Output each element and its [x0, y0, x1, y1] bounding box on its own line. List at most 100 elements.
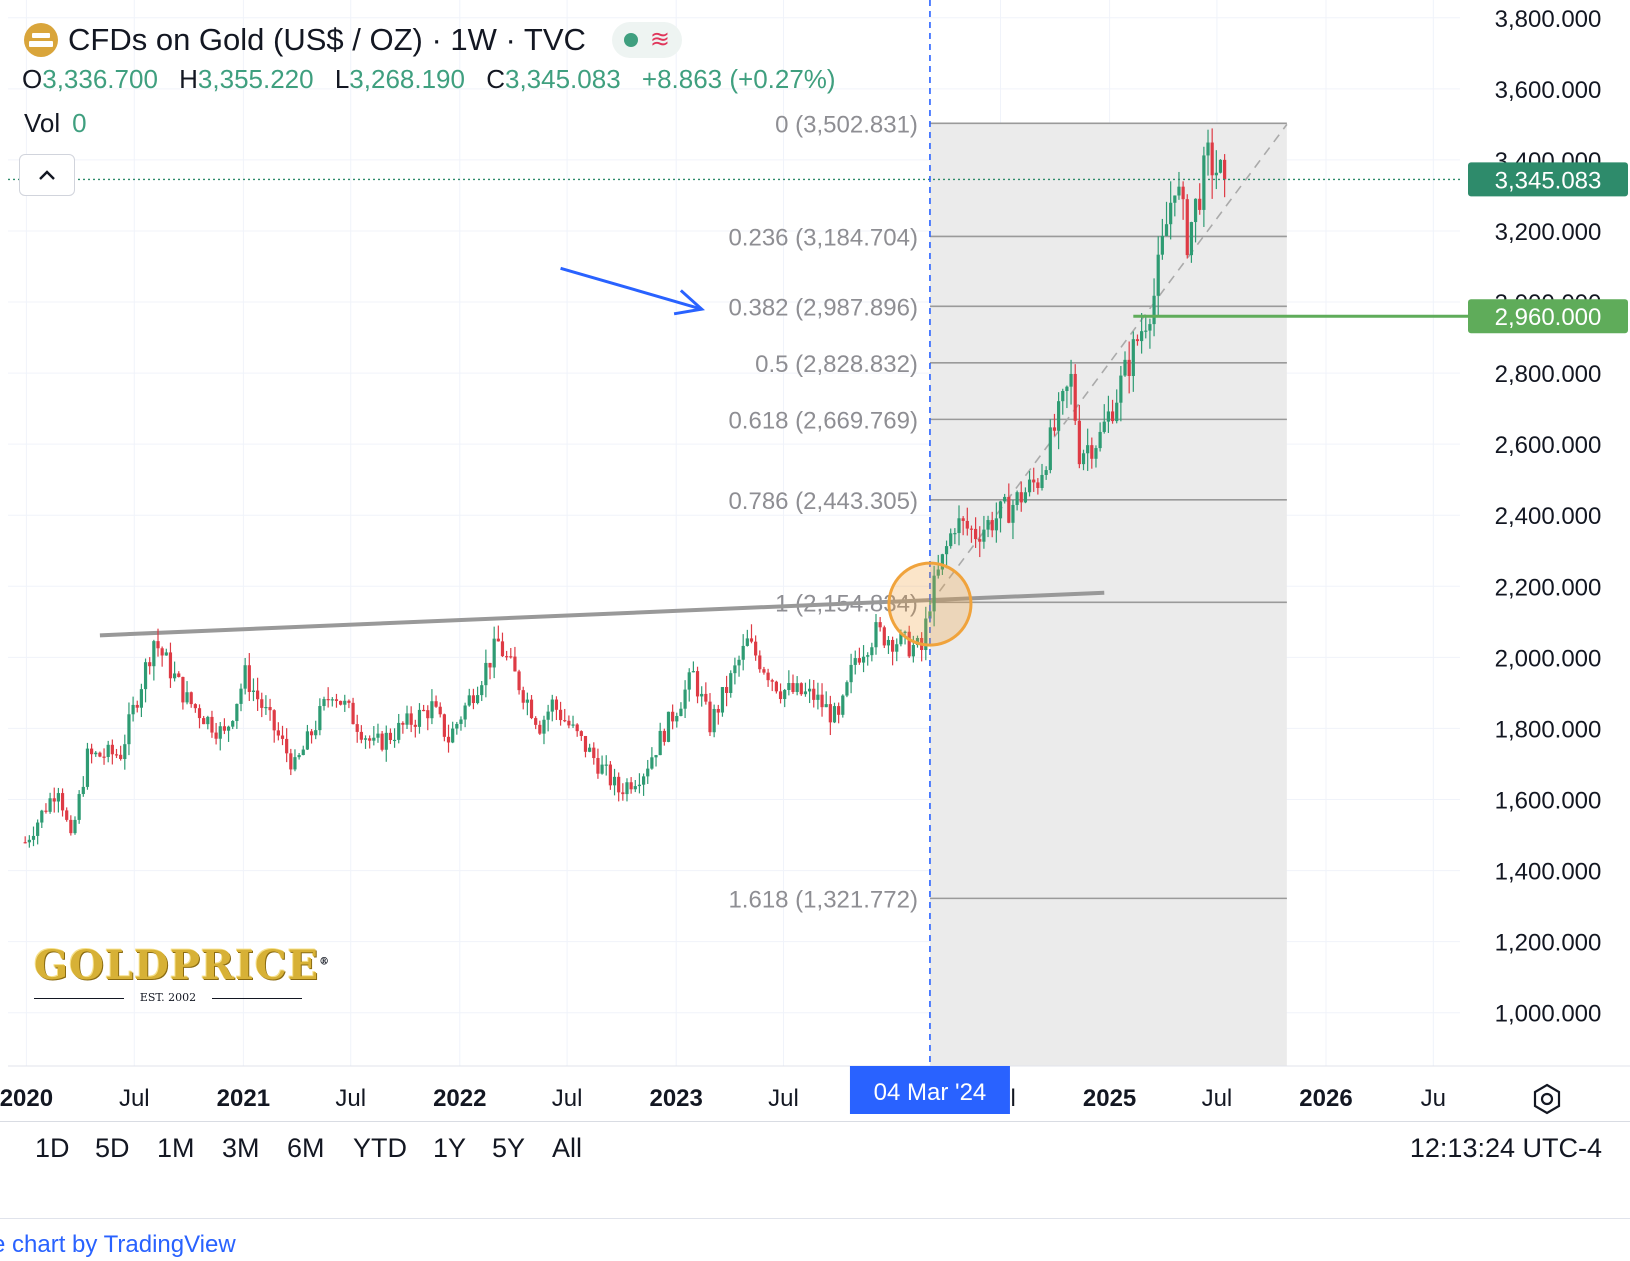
- candle-body: [197, 708, 202, 719]
- time-axis-label: Jul: [552, 1085, 583, 1112]
- candle-body: [679, 708, 683, 716]
- candle-body: [617, 776, 621, 793]
- candle-body: [1152, 295, 1156, 325]
- annotation-arrow-head: [673, 289, 705, 316]
- candle-body: [81, 786, 85, 795]
- candle-body: [438, 706, 442, 715]
- market-status-pill[interactable]: ≋: [611, 22, 682, 58]
- candle-body: [193, 704, 197, 709]
- open-value: 3,336.700: [42, 64, 158, 94]
- candle-body: [1169, 202, 1173, 225]
- range-button-6m[interactable]: 6M: [287, 1133, 325, 1163]
- candle-body: [1185, 199, 1189, 256]
- candle-body: [762, 669, 766, 673]
- time-axis-label: 2020: [0, 1085, 53, 1112]
- candle-body: [940, 554, 945, 570]
- candle-body: [1148, 324, 1152, 331]
- candle-body: [164, 652, 168, 656]
- candle-body: [475, 695, 480, 704]
- candle-body: [1023, 492, 1028, 503]
- candle-body: [459, 719, 463, 724]
- candle-body: [567, 720, 571, 726]
- candle-body: [143, 662, 148, 690]
- candle-body: [774, 681, 778, 692]
- candle-body: [832, 706, 837, 723]
- candle-body: [899, 632, 903, 645]
- candle-body: [878, 622, 882, 628]
- candle-body: [974, 528, 978, 540]
- range-button-1d[interactable]: 1D: [35, 1133, 70, 1163]
- candle-body: [704, 693, 708, 702]
- ohlc-legend: O3,336.700 H3,355.220 L3,268.190 C3,345.…: [22, 64, 850, 95]
- candle-body: [289, 753, 293, 770]
- candle-body: [368, 738, 372, 741]
- candle-body: [1106, 411, 1111, 422]
- candle-body: [392, 739, 397, 742]
- candle-body: [285, 738, 289, 754]
- time-axis-label: Jul: [1202, 1085, 1233, 1112]
- watermark-est: EST. 2002: [34, 991, 302, 1004]
- candle-body: [994, 518, 998, 531]
- price-axis-label: 2,400.000: [1495, 503, 1602, 530]
- range-button-5d[interactable]: 5D: [95, 1133, 130, 1163]
- candle-body: [347, 700, 351, 703]
- candle-body: [1131, 339, 1135, 377]
- candle-body: [73, 819, 77, 834]
- candle-body: [1206, 142, 1210, 156]
- candle-body: [309, 731, 314, 736]
- candle-body: [895, 644, 899, 652]
- credit-link[interactable]: e chart by TradingView: [0, 1231, 236, 1258]
- range-button-1m[interactable]: 1M: [157, 1133, 195, 1163]
- candle-body: [152, 641, 156, 667]
- market-status-dot-icon: [623, 33, 638, 47]
- candle-body: [463, 705, 467, 720]
- range-button-ytd[interactable]: YTD: [353, 1133, 407, 1163]
- candle-body: [214, 732, 218, 739]
- range-button-5y[interactable]: 5Y: [492, 1133, 526, 1163]
- candle-body: [231, 721, 235, 727]
- candle-body: [260, 699, 264, 708]
- collapse-legend-button[interactable]: [19, 154, 75, 196]
- candle-body: [409, 713, 413, 725]
- candle-body: [293, 757, 297, 770]
- candle-body: [1019, 492, 1023, 503]
- candle-body: [558, 709, 563, 721]
- candle-body: [824, 704, 828, 708]
- candle-body: [608, 764, 612, 786]
- date-cursor-label-bg: [849, 1066, 1010, 1114]
- candle-body: [1173, 195, 1177, 203]
- time-axis-label: 2022: [433, 1085, 486, 1112]
- gear-icon[interactable]: [1530, 1082, 1564, 1116]
- candle-body: [27, 839, 31, 843]
- candle-body: [1061, 390, 1065, 402]
- candle-body: [264, 707, 268, 709]
- candle-body: [944, 546, 949, 555]
- candle-body: [1081, 453, 1086, 465]
- timezone-clock[interactable]: 12:13:24 UTC-4: [1409, 1133, 1602, 1163]
- price-axis-label: 3,200.000: [1495, 219, 1602, 246]
- candle-body: [139, 689, 144, 708]
- candle-body: [301, 749, 305, 756]
- chart-title[interactable]: CFDs on Gold (US$ / OZ) · 1W · TVC: [68, 22, 586, 57]
- candle-body: [359, 731, 363, 740]
- time-axis-label: 2025: [1083, 1085, 1136, 1112]
- range-button-1y[interactable]: 1Y: [433, 1133, 467, 1163]
- range-button-3m[interactable]: 3M: [222, 1133, 260, 1163]
- candle-body: [687, 672, 691, 690]
- last-price-label-bg: [1468, 162, 1628, 197]
- candle-body: [405, 713, 409, 725]
- candle-body: [471, 695, 476, 704]
- range-button-all[interactable]: All: [552, 1133, 583, 1163]
- candle-body: [882, 627, 886, 646]
- open-key: O: [22, 64, 43, 94]
- fib-level-label: 0 (3,502.831): [775, 111, 918, 138]
- close-value: 3,345.083: [504, 64, 621, 94]
- candle-body: [52, 798, 56, 802]
- watermark-name: GOLDPRICE: [34, 942, 320, 989]
- time-axis-label: 2023: [649, 1085, 702, 1112]
- candle-body: [1015, 492, 1019, 505]
- candle-body: [712, 708, 716, 733]
- candle-body: [671, 711, 675, 722]
- candle-body: [1027, 479, 1032, 493]
